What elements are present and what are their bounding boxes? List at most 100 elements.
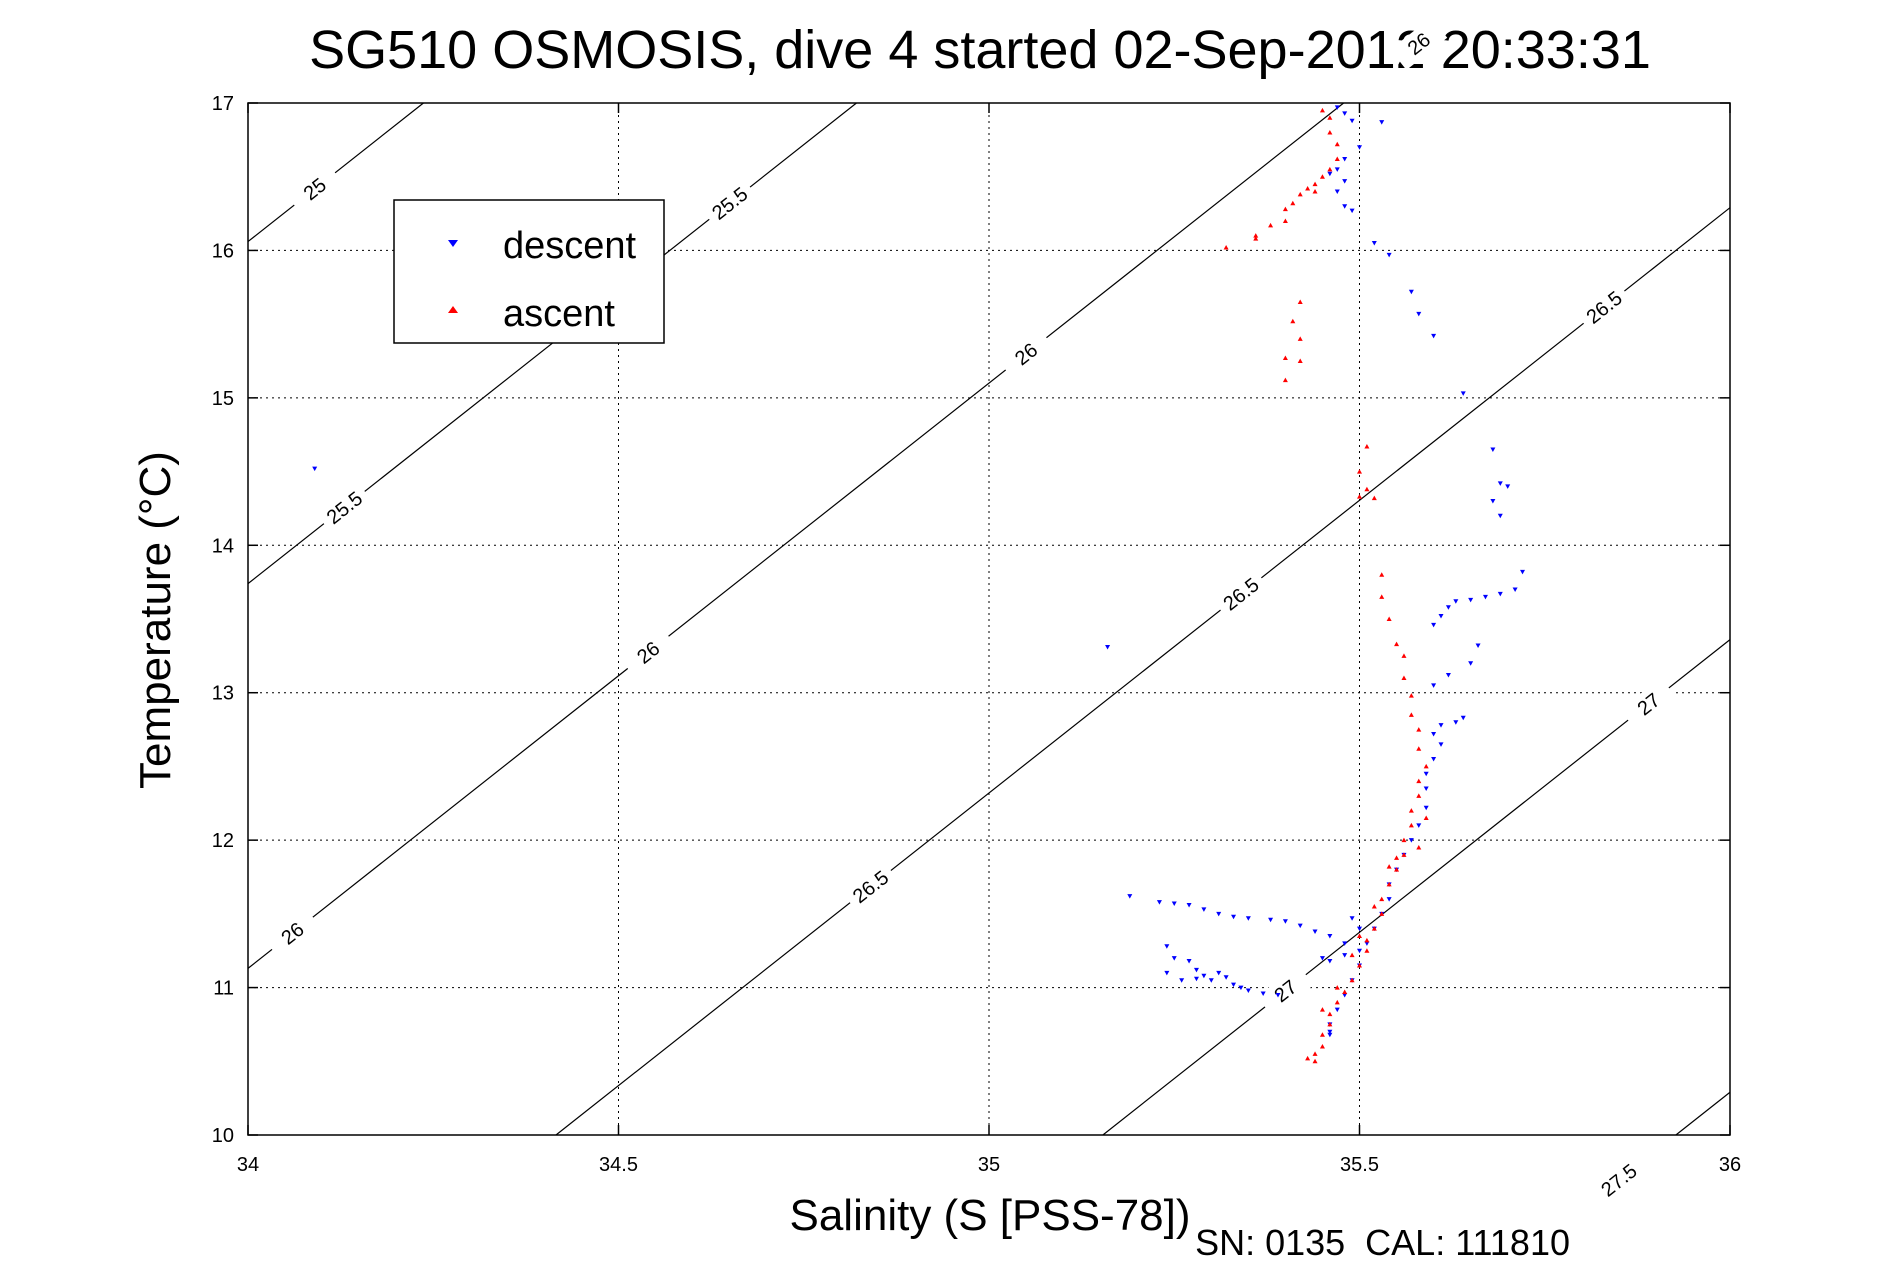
descent-point <box>1520 569 1526 575</box>
ascent-point <box>1312 1051 1318 1056</box>
descent-point <box>1445 605 1451 610</box>
descent-point <box>1297 923 1303 929</box>
descent-point <box>1453 720 1459 725</box>
ascent-point <box>1401 837 1407 843</box>
serial-cal-footer: SN: 0135 CAL: 111810 <box>1195 1222 1570 1262</box>
descent-point <box>1127 894 1133 899</box>
ascent-point <box>1364 444 1370 449</box>
ascent-point <box>1297 299 1303 305</box>
descent-point <box>1431 731 1437 737</box>
ascent-point <box>1327 129 1333 135</box>
legend-descent-label: descent <box>503 225 637 267</box>
descent-point <box>312 466 318 472</box>
ascent-point <box>1416 845 1422 850</box>
descent-point <box>1416 311 1422 317</box>
ascent-point <box>1282 377 1288 383</box>
legend-ascent-marker <box>448 306 458 313</box>
descent-point <box>1342 179 1348 184</box>
descent-point <box>1431 683 1437 688</box>
descent-point <box>1223 975 1229 980</box>
descent-point <box>1164 970 1170 976</box>
ascent-point <box>1312 181 1318 187</box>
descent-point <box>1334 105 1340 110</box>
descent-point <box>1386 897 1392 902</box>
ascent-point <box>1379 572 1385 577</box>
ascent-point <box>1379 896 1385 902</box>
descent-point <box>1453 599 1459 604</box>
ascent-point <box>1401 675 1407 680</box>
descent-point <box>1468 661 1474 666</box>
descent-point <box>1208 978 1214 983</box>
ascent-point <box>1290 318 1296 324</box>
descent-point <box>1327 959 1333 964</box>
descent-point <box>1431 757 1437 762</box>
data-points <box>312 105 1526 1064</box>
contour-label-mask <box>997 327 1055 381</box>
descent-point <box>1193 967 1199 973</box>
descent-point <box>1475 643 1481 649</box>
descent-point <box>1238 985 1244 991</box>
descent-point <box>1357 145 1362 150</box>
descent-point <box>1156 900 1162 905</box>
descent-point <box>1171 956 1177 961</box>
descent-point <box>1438 614 1444 619</box>
descent-point <box>1438 742 1444 747</box>
ascent-point <box>1297 336 1303 341</box>
ascent-point <box>1349 952 1355 958</box>
ascent-point <box>1394 855 1400 860</box>
descent-point <box>1179 978 1185 983</box>
ascent-point <box>1253 233 1259 238</box>
ascent-point <box>1268 222 1274 228</box>
isopycnal-line <box>1102 639 1731 1136</box>
ascent-point <box>1312 1058 1318 1064</box>
ascent-point <box>1364 937 1370 943</box>
ascent-point <box>1334 999 1340 1005</box>
contour-label-mask <box>1390 17 1448 70</box>
descent-point <box>1201 907 1207 912</box>
y-tick-label: 11 <box>213 978 234 1000</box>
isopycnal-line <box>1675 1091 1731 1136</box>
descent-point <box>1334 189 1340 194</box>
descent-point <box>1342 953 1348 958</box>
ascent-point <box>1334 156 1340 162</box>
ascent-point <box>1342 989 1348 994</box>
contour-label-mask <box>1212 567 1270 621</box>
ascent-point <box>1290 200 1296 206</box>
ascent-point <box>1371 903 1377 909</box>
ascent-point <box>1297 191 1303 197</box>
contour-label-mask <box>1590 1153 1648 1207</box>
contour-label-mask <box>1575 280 1633 334</box>
ascent-point <box>1364 948 1370 953</box>
descent-point <box>1231 982 1237 988</box>
x-axis-ticks: 34 34.5 35 35.5 36 <box>237 103 1741 1176</box>
ascent-point <box>1401 852 1407 857</box>
legend-ascent-label: ascent <box>503 293 615 335</box>
ascent-point <box>1282 218 1288 223</box>
contour-label-mask <box>1256 964 1314 1018</box>
descent-point <box>1497 481 1503 486</box>
isopycnal-line <box>555 207 1731 1136</box>
ascent-point <box>1223 244 1229 250</box>
ascent-point <box>1416 778 1422 784</box>
descent-point <box>1490 447 1496 452</box>
y-axis-ticks: 10 11 12 13 14 15 16 17 <box>212 93 1730 1147</box>
descent-point <box>1408 838 1414 843</box>
descent-point <box>1216 911 1222 917</box>
descent-point <box>1357 948 1362 954</box>
y-axis-label: Temperature (°C) <box>131 451 180 789</box>
ascent-point <box>1319 1032 1325 1037</box>
descent-point <box>1349 208 1355 214</box>
ascent-point <box>1394 867 1400 872</box>
ascent-point <box>1408 822 1414 828</box>
ascent-point <box>1423 763 1429 769</box>
y-tick-label: 14 <box>212 535 234 557</box>
ascent-point <box>1423 815 1429 821</box>
ascent-point <box>1319 1007 1325 1012</box>
descent-point <box>1334 167 1340 172</box>
y-tick-label: 16 <box>212 240 234 262</box>
x-axis-label: Salinity (S [PSS-78]) <box>789 1191 1190 1240</box>
descent-point <box>1379 120 1385 125</box>
descent-point <box>1105 645 1111 650</box>
ascent-point <box>1357 962 1362 968</box>
